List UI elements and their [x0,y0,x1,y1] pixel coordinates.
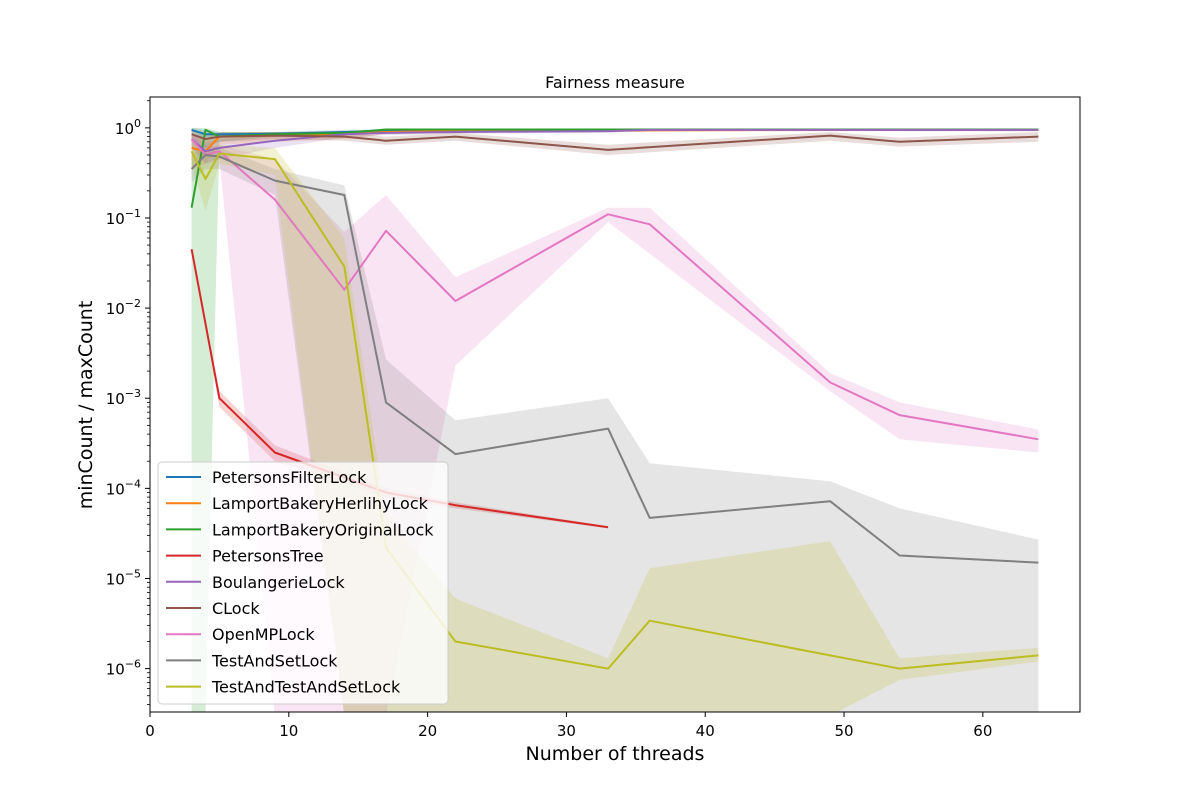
x-tick-label: 30 [557,722,576,740]
series-line-6 [190,138,1039,441]
chart-title: Fairness measure [545,73,685,92]
y-tick-label: 10−2 [106,297,141,318]
plot-frame [149,96,1081,713]
x-tick-label: 10 [279,722,298,740]
x-tick-label: 0 [145,722,155,740]
legend-entry: TestAndSetLock [211,651,338,670]
y-tick-label: 10−1 [106,207,141,228]
legend-entry: OpenMPLock [212,625,315,644]
legend-entry: BoulangerieLock [212,573,345,592]
x-axis: 0 10 20 30 40 50 60 [145,712,992,740]
y-tick-label: 10−5 [106,567,141,588]
legend-entry: LamportBakeryHerlihyLock [212,494,429,513]
x-tick-label: 40 [696,722,715,740]
y-axis-label: minCount / maxCount [75,301,97,510]
series-line-5 [191,133,1039,151]
y-axis: 10−6 10−5 10−4 10−3 10−2 10−1 100 [106,100,150,705]
legend-entry: LamportBakeryOriginalLock [212,520,434,539]
y-tick-label: 10−3 [106,387,141,408]
legend-entry: CLock [212,599,260,618]
x-tick-label: 50 [834,722,853,740]
legend-entry: PetersonsTree [212,547,324,566]
band-3 [191,249,609,529]
legend: PetersonsFilterLock LamportBakeryHerlihyL… [157,461,449,705]
y-tick-label: 10−4 [106,477,141,498]
series-line-4 [190,128,1039,153]
x-axis-label: Number of threads [526,743,705,765]
legend-entry: PetersonsFilterLock [212,468,367,487]
legend-entry: TestAndTestAndSetLock [211,678,401,697]
x-tick-label: 20 [418,722,437,740]
series-lines [190,128,1039,670]
y-tick-label: 10−6 [106,658,141,679]
x-tick-label: 60 [973,722,992,740]
y-tick-label: 100 [115,117,141,138]
legend-box [157,461,449,705]
